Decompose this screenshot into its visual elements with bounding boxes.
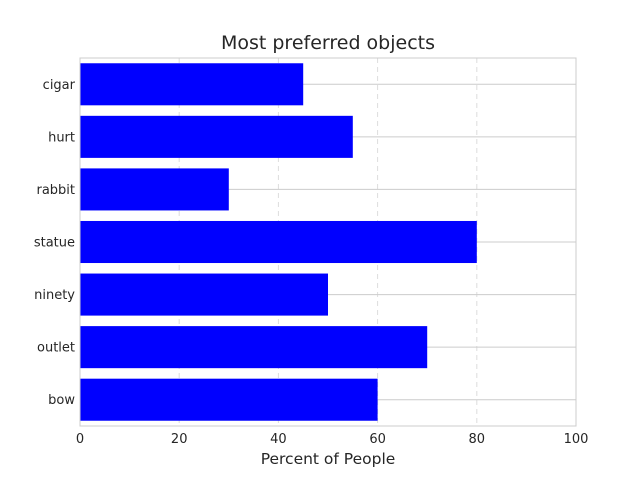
bar-hurt xyxy=(80,115,353,158)
y-tick-label: cigar xyxy=(43,78,76,93)
plot-frame xyxy=(79,57,577,427)
chart-title: Most preferred objects xyxy=(221,32,435,54)
bar-statue xyxy=(80,220,477,264)
bar-bow xyxy=(80,378,378,421)
x-axis-label: Percent of People xyxy=(261,450,396,468)
x-tick-label: 60 xyxy=(369,432,386,447)
x-tick-label: 20 xyxy=(171,432,188,447)
bar-rabbit xyxy=(80,168,229,211)
x-tick-label: 0 xyxy=(76,432,84,447)
bar-cigar xyxy=(80,63,304,106)
x-tick-labels: 0 20 40 60 80 100 xyxy=(76,432,589,447)
y-tick-label: bow xyxy=(48,393,75,408)
y-tick-label: statue xyxy=(34,236,75,251)
x-tick-label: 40 xyxy=(270,432,287,447)
x-tick-label: 80 xyxy=(469,432,486,447)
y-tick-label: rabbit xyxy=(36,183,75,198)
y-tick-label: hurt xyxy=(48,130,75,145)
y-tick-label: outlet xyxy=(37,341,75,356)
bars xyxy=(80,63,477,421)
y-tick-labels: cigar hurt rabbit statue ninety outlet bow xyxy=(34,78,76,408)
bar-outlet xyxy=(80,326,428,369)
y-tick-label: ninety xyxy=(34,288,75,303)
x-tick-label: 100 xyxy=(564,432,589,447)
bar-ninety xyxy=(80,273,328,316)
